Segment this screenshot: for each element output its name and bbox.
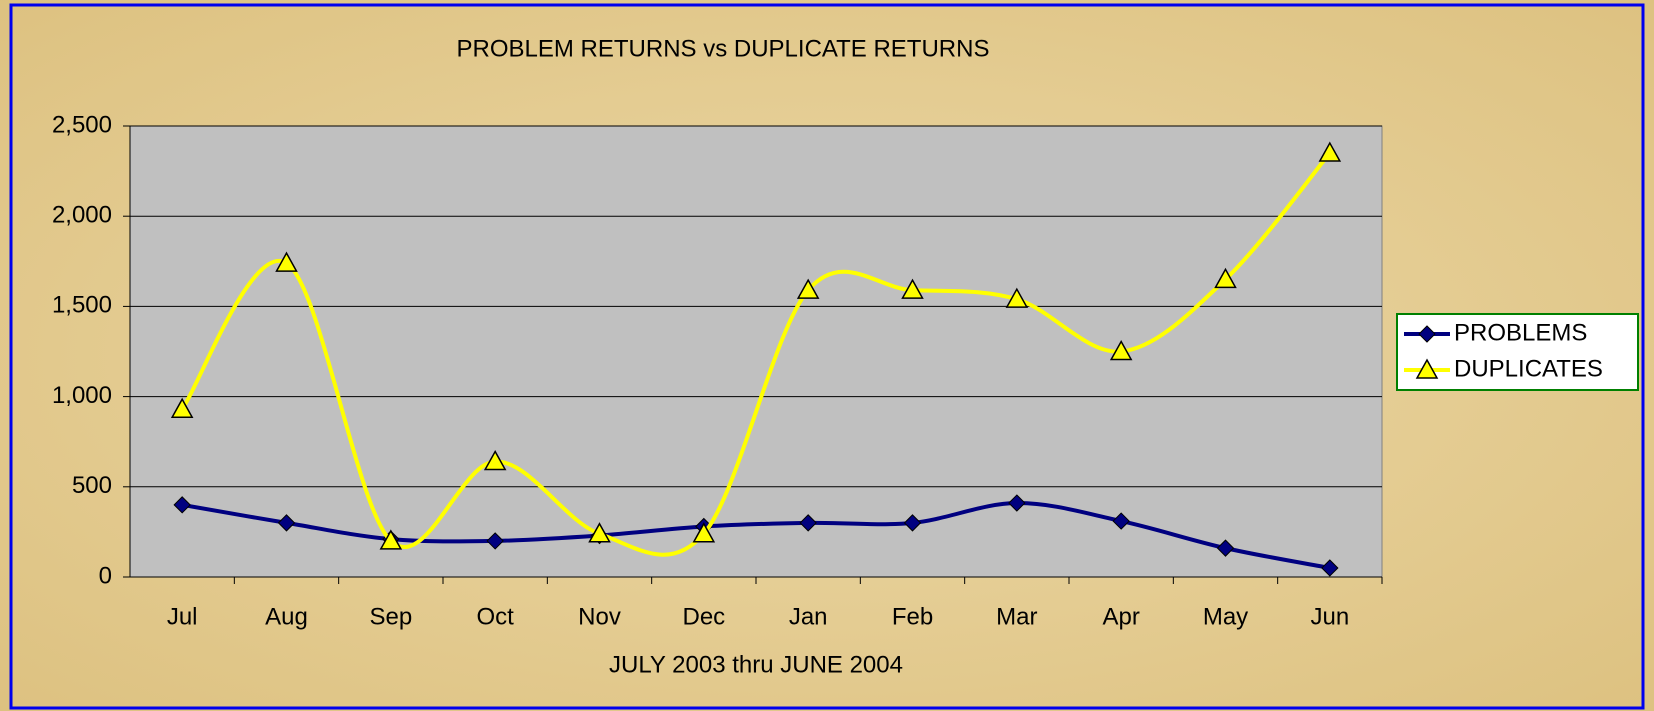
marker: [379, 529, 403, 550]
y-tick-label: 1,500: [52, 292, 112, 319]
marker: [1008, 494, 1026, 512]
marker: [173, 496, 191, 514]
x-tick-label: Sep: [369, 603, 412, 630]
marker: [1214, 267, 1237, 289]
x-tick-label: Nov: [578, 603, 621, 630]
y-tick-label: 2,500: [52, 111, 112, 138]
marker: [588, 522, 611, 543]
marker: [903, 514, 922, 532]
marker: [1216, 539, 1235, 557]
legend-label: PROBLEMS: [1454, 319, 1587, 346]
x-tick-label: Jul: [167, 603, 198, 630]
y-tick-label: 2,000: [52, 202, 112, 229]
x-tick-label: Apr: [1102, 603, 1139, 630]
y-tick-label: 0: [99, 562, 112, 589]
marker: [170, 397, 194, 418]
marker: [799, 514, 817, 532]
legend-marker: [1418, 325, 1436, 343]
legend-marker: [1415, 358, 1439, 379]
x-tick-label: Oct: [476, 603, 514, 630]
marker: [692, 522, 716, 543]
marker: [901, 278, 924, 299]
x-tick-label: Jan: [789, 603, 828, 630]
x-tick-label: Mar: [996, 603, 1037, 630]
x-tick-label: Jun: [1310, 603, 1349, 630]
marker: [1318, 141, 1342, 162]
marker: [1005, 287, 1029, 308]
y-tick-label: 1,000: [52, 382, 112, 409]
marker: [1109, 339, 1133, 361]
x-tick-label: May: [1203, 603, 1248, 630]
chart-title: PROBLEM RETURNS vs DUPLICATE RETURNS: [457, 35, 990, 62]
x-tick-label: Aug: [265, 603, 308, 630]
marker: [1321, 559, 1339, 577]
y-tick-label: 500: [72, 472, 112, 499]
marker: [275, 251, 298, 272]
marker: [796, 278, 820, 299]
x-tick-label: Dec: [682, 603, 725, 630]
marker: [483, 449, 507, 471]
marker: [1112, 512, 1130, 530]
series-line: [181, 501, 1331, 570]
legend-label: DUPLICATES: [1454, 355, 1603, 382]
marker: [277, 514, 296, 532]
x-axis-title: JULY 2003 thru JUNE 2004: [609, 651, 903, 678]
plot-area: [129, 125, 1383, 578]
chart-frame: [9, 3, 1645, 710]
marker: [486, 532, 504, 550]
x-tick-label: Feb: [892, 603, 933, 630]
